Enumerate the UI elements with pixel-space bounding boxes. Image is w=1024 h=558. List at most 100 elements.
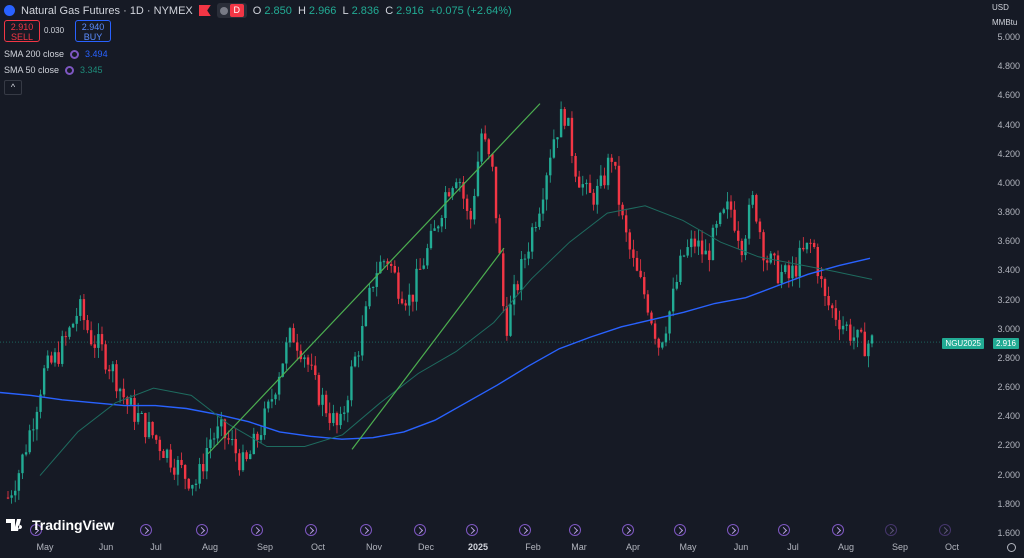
candle-body — [567, 117, 570, 126]
indicator-sma50[interactable]: SMA 50 close 3.345 — [4, 65, 103, 75]
indicator-sma200[interactable]: SMA 200 close 3.494 — [4, 49, 108, 59]
candle-body — [791, 265, 794, 279]
candle-body — [256, 433, 259, 440]
change-value: +0.075 (+2.64%) — [429, 4, 512, 17]
candle-body — [599, 175, 603, 186]
price-tick: 4.000 — [997, 177, 1020, 188]
candle-body — [382, 261, 386, 263]
sell-button[interactable]: 2.910 SELL — [4, 20, 40, 42]
candle-body — [126, 397, 129, 405]
price-tick: 3.400 — [997, 265, 1020, 276]
candle-body — [389, 263, 393, 266]
market-status-group[interactable]: D — [216, 3, 247, 18]
candle-body — [267, 401, 270, 409]
event-marker-icon[interactable] — [140, 524, 152, 536]
time-tick: Jul — [787, 542, 799, 552]
candle-body — [252, 433, 256, 455]
candle-body — [212, 438, 216, 440]
event-marker-icon[interactable] — [519, 524, 531, 536]
candle-body — [765, 260, 769, 263]
buy-button[interactable]: 2.940 BUY — [75, 20, 111, 42]
candle-body — [46, 355, 49, 369]
candle-body — [708, 250, 711, 260]
event-marker-icon[interactable] — [466, 524, 478, 536]
candle-body — [700, 240, 704, 255]
event-marker-icon[interactable] — [414, 524, 426, 536]
candle-body — [71, 323, 75, 328]
unit-label[interactable]: MMBtu — [992, 18, 1018, 27]
candle-body — [530, 227, 534, 252]
candle-body — [632, 249, 635, 258]
candle-body — [657, 338, 660, 348]
event-marker-icon[interactable] — [569, 524, 581, 536]
status-dot-icon — [219, 6, 228, 15]
candle-body — [418, 268, 422, 270]
event-marker-icon[interactable] — [939, 524, 951, 536]
scale-settings[interactable]: USD MMBtu — [988, 0, 1024, 42]
candle-body — [270, 399, 274, 402]
gear-icon[interactable] — [1007, 543, 1016, 552]
time-tick: Sep — [256, 542, 274, 552]
candle-body — [317, 375, 321, 405]
currency-label[interactable]: USD — [992, 3, 1009, 12]
candle-body — [538, 213, 541, 227]
event-marker-icon[interactable] — [778, 524, 790, 536]
candle-body — [429, 230, 433, 249]
candle-body — [75, 315, 78, 324]
candle-body — [588, 182, 592, 193]
candle-body — [371, 286, 375, 288]
event-marker-icon[interactable] — [196, 524, 208, 536]
indicator-settings-icon[interactable] — [70, 49, 80, 59]
event-marker-icon[interactable] — [674, 524, 686, 536]
event-marker-icon[interactable] — [622, 524, 634, 536]
candle-body — [653, 323, 657, 339]
candle-body — [693, 238, 697, 247]
candle-body — [541, 199, 545, 214]
flag-icon[interactable] — [198, 5, 211, 16]
event-marker-icon[interactable] — [30, 524, 42, 536]
candle-body — [715, 224, 718, 228]
candle-body — [310, 364, 313, 366]
candle-body — [664, 333, 668, 343]
event-marker-icon[interactable] — [251, 524, 263, 536]
candle-body — [205, 447, 209, 472]
tradingview-logo[interactable]: TradingView — [6, 517, 114, 533]
collapse-indicators-button[interactable]: ^ — [4, 80, 22, 95]
candle-body — [581, 184, 584, 188]
candle-body — [220, 419, 223, 427]
candle-body — [679, 255, 682, 282]
candle-body — [234, 438, 237, 454]
price-tick: 1.800 — [997, 498, 1020, 509]
candle-body — [559, 109, 563, 138]
price-tick: 4.200 — [997, 148, 1020, 159]
buy-label: BUY — [83, 32, 103, 42]
candle-body — [668, 311, 671, 334]
event-marker-icon[interactable] — [832, 524, 844, 536]
candle-body — [624, 215, 628, 233]
buy-price: 2.940 — [81, 22, 105, 32]
price-tick: 3.800 — [997, 207, 1020, 218]
candle-body — [306, 357, 310, 365]
candle-body — [534, 226, 537, 228]
candle-body — [527, 251, 530, 259]
event-marker-icon[interactable] — [885, 524, 897, 536]
candle-body — [585, 182, 588, 185]
candle-body — [53, 352, 57, 363]
last-price-tag: 2.916 — [992, 338, 1019, 349]
indicator-settings-icon[interactable] — [65, 65, 75, 75]
candle-body — [328, 413, 331, 423]
event-marker-icon[interactable] — [360, 524, 372, 536]
event-marker-icon[interactable] — [727, 524, 739, 536]
close-label: C — [385, 4, 394, 17]
symbol-title[interactable]: Natural Gas Futures · 1D · NYMEX — [21, 4, 193, 17]
candle-body — [849, 324, 852, 341]
event-marker-icon[interactable] — [305, 524, 317, 536]
ohlc-readout: O 2.850 H 2.966 L 2.836 C 2.916 +0.075 (+2.6… — [253, 5, 515, 17]
candle-body — [14, 490, 17, 496]
candle-body — [350, 366, 353, 401]
candle-body — [563, 109, 566, 126]
candle-body — [606, 157, 610, 186]
candle-body — [646, 294, 650, 313]
